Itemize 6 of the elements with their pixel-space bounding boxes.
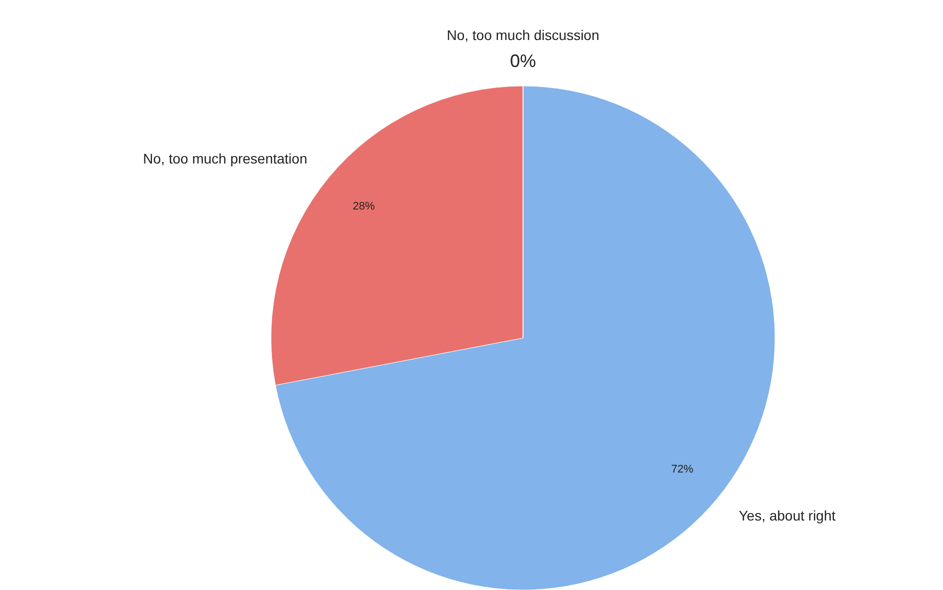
slice-label: Yes, about right [738, 507, 836, 524]
data-label: 28% [352, 200, 375, 212]
data-label: 72% [671, 464, 694, 476]
category-label: No, too much discussion [446, 27, 600, 43]
text: 0% [510, 51, 536, 71]
slice-label: No, too much presentation [143, 150, 308, 167]
